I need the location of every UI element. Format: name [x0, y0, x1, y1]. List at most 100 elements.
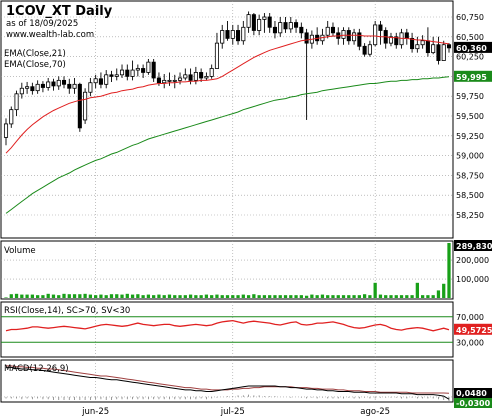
volume-bar	[426, 295, 430, 298]
candle-body	[162, 79, 167, 84]
candle-body	[209, 68, 214, 77]
candle-body	[404, 32, 409, 39]
volume-bar	[310, 294, 314, 298]
volume-bar	[252, 294, 256, 298]
candle-body	[146, 61, 151, 73]
candle-body	[61, 79, 67, 85]
volume-bar	[109, 294, 114, 298]
price-tick-label: 58,500	[456, 191, 484, 200]
candle-body	[446, 44, 452, 49]
volume-bar	[442, 283, 446, 298]
volume-bar	[268, 295, 272, 298]
candle-body	[199, 72, 204, 79]
rsi-line	[5, 319, 450, 332]
candle-body	[304, 32, 309, 44]
candle-body	[183, 74, 188, 79]
rsi-pane	[0, 301, 454, 358]
volume-bar	[120, 294, 124, 298]
candle-body	[431, 44, 436, 54]
candle-body	[172, 79, 177, 82]
volume-bar	[99, 294, 103, 298]
candle-body	[241, 26, 246, 42]
volume-bar	[173, 295, 177, 298]
volume-bar	[125, 293, 129, 298]
candle-body	[25, 86, 30, 89]
price-pane	[0, 0, 454, 239]
candle-body	[9, 109, 14, 125]
volume-bar	[415, 282, 419, 298]
volume-bar	[94, 295, 98, 298]
candle-body	[373, 24, 378, 46]
volume-bar	[278, 295, 282, 298]
macd-value-label: 0,0480	[456, 389, 487, 398]
candle-body	[436, 44, 441, 61]
volume-tick-label: 100,000	[456, 275, 489, 284]
volume-bar	[315, 295, 319, 298]
price-tick-label: 59,250	[456, 132, 484, 141]
volume-bar	[231, 295, 235, 298]
volume-bar	[204, 294, 209, 298]
ema21-line	[5, 34, 450, 154]
indicator-lines	[1, 34, 453, 403]
price-tick-label: 59,500	[456, 112, 484, 121]
price-tick-label: 60,250	[456, 53, 484, 62]
volume-bar	[46, 293, 50, 298]
as-of-date: as of 18/09/2025	[6, 19, 78, 29]
volume-bar	[368, 295, 372, 298]
volume-bar	[399, 295, 404, 298]
source-url: www.wealth-lab.com	[6, 30, 94, 40]
candle-body	[330, 26, 336, 34]
candle-body	[425, 40, 430, 54]
rsi-tick-label: 30,000	[456, 338, 484, 347]
candle-body	[262, 16, 267, 20]
volume-last-label-box	[454, 240, 492, 251]
candle-body	[352, 32, 357, 42]
volume-bar	[378, 294, 383, 298]
volume-bar	[141, 295, 145, 298]
candle-body	[325, 26, 330, 36]
ema70-value-label: 59,995	[456, 73, 487, 82]
legend-ema70: EMA(Close,70)	[4, 60, 66, 70]
price-tick-label: 59,750	[456, 92, 484, 101]
volume-bar	[331, 295, 335, 298]
volume-bar	[188, 294, 193, 298]
volume-bar	[83, 293, 87, 298]
volume-bar	[236, 295, 240, 298]
volume-bar	[41, 295, 45, 298]
candle-body	[378, 24, 383, 31]
volume-bar	[283, 295, 288, 298]
volume-bar	[88, 294, 93, 298]
price-tick-label: 60,500	[456, 33, 484, 42]
candle-body	[299, 26, 304, 34]
candle-body	[367, 44, 372, 55]
candle-body	[220, 30, 225, 44]
candle-body	[51, 81, 56, 87]
candle-body	[35, 83, 40, 92]
volume-title: Volume	[4, 246, 36, 256]
volume-bar	[257, 295, 261, 298]
volume-bar	[289, 295, 293, 298]
chart-title: 1COV_XT Daily	[6, 4, 113, 19]
volume-bar	[199, 295, 203, 298]
volume-bar	[420, 295, 425, 298]
macd-line	[6, 366, 450, 400]
candle-body	[420, 40, 425, 46]
candle-body	[135, 68, 140, 71]
volume-tick-label: 200,000	[456, 256, 489, 265]
candle-body	[246, 14, 251, 28]
volume-bar	[405, 295, 409, 298]
macd-value-box	[454, 388, 492, 398]
volume-bar	[304, 295, 309, 298]
volume-bar	[373, 282, 377, 298]
volume-bar	[410, 295, 414, 298]
volume-bar	[51, 294, 56, 298]
candle-body	[119, 69, 125, 76]
volume-bar	[25, 294, 29, 298]
volume-bar	[215, 294, 219, 298]
volume-bar	[299, 295, 303, 298]
candle-body	[272, 26, 277, 34]
volume-bar	[341, 295, 346, 298]
volume-bar	[136, 294, 140, 298]
volume-bar	[62, 293, 66, 298]
volume-bar	[436, 290, 441, 298]
